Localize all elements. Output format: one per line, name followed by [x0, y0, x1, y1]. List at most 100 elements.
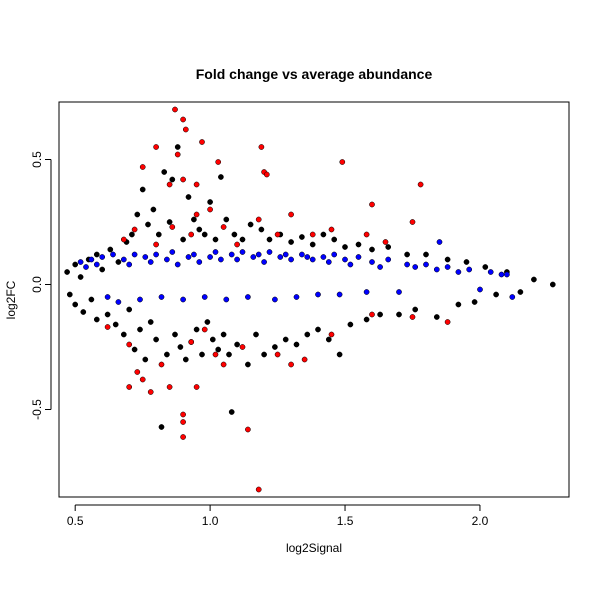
- data-point: [172, 331, 178, 338]
- data-point: [166, 384, 173, 390]
- data-point: [212, 351, 219, 358]
- data-point: [215, 346, 222, 353]
- data-point: [369, 201, 375, 208]
- data-point: [412, 306, 419, 313]
- x-tick-label: 2.0: [472, 514, 489, 528]
- data-point: [234, 241, 240, 248]
- data-point: [147, 319, 154, 325]
- data-point: [282, 251, 289, 258]
- data-point: [64, 269, 70, 275]
- data-point: [255, 216, 262, 223]
- data-point: [385, 256, 392, 263]
- data-point: [191, 251, 197, 258]
- data-point: [239, 249, 246, 255]
- data-point: [263, 171, 270, 178]
- data-point: [309, 231, 316, 238]
- data-point: [325, 336, 332, 343]
- data-point: [412, 264, 419, 270]
- data-point: [139, 376, 146, 383]
- data-point: [180, 411, 186, 418]
- data-point: [193, 211, 200, 218]
- data-point: [320, 231, 327, 238]
- data-point: [272, 344, 278, 350]
- data-point: [99, 266, 106, 273]
- data-point: [226, 351, 232, 358]
- x-axis-title: log2Signal: [286, 541, 342, 555]
- data-point: [261, 351, 267, 358]
- data-point: [212, 249, 219, 255]
- data-point: [185, 194, 192, 200]
- data-point: [180, 296, 186, 303]
- data-point: [115, 259, 122, 265]
- data-point: [250, 254, 257, 260]
- data-point: [466, 266, 473, 273]
- data-point: [88, 256, 95, 263]
- data-points: [64, 106, 556, 493]
- data-point: [396, 311, 402, 318]
- data-point: [255, 486, 262, 493]
- data-point: [258, 144, 265, 150]
- data-point: [169, 224, 176, 230]
- data-point: [363, 316, 370, 323]
- data-point: [255, 251, 262, 258]
- data-point: [215, 159, 222, 165]
- data-point: [164, 256, 170, 263]
- data-point: [153, 336, 159, 343]
- data-point: [247, 221, 254, 228]
- data-point: [436, 239, 443, 245]
- data-point: [433, 266, 440, 273]
- data-point: [363, 289, 370, 295]
- y-tick-label: -0.5: [30, 399, 44, 420]
- data-point: [158, 361, 165, 368]
- data-point: [139, 186, 146, 193]
- data-point: [253, 331, 259, 338]
- data-point: [77, 274, 84, 280]
- data-point: [99, 254, 106, 260]
- y-tick-label: 0.5: [30, 151, 44, 168]
- data-point: [199, 139, 205, 145]
- data-point: [180, 434, 186, 440]
- data-point: [444, 256, 451, 263]
- data-point: [145, 221, 151, 228]
- data-point: [164, 351, 170, 358]
- data-point: [204, 319, 211, 325]
- data-point: [77, 259, 84, 265]
- data-point: [417, 181, 424, 188]
- data-point: [134, 211, 141, 218]
- data-point: [182, 356, 189, 363]
- data-point: [110, 251, 116, 258]
- data-point: [218, 256, 224, 263]
- data-point: [142, 254, 149, 260]
- data-point: [150, 206, 157, 213]
- data-point: [288, 211, 294, 218]
- data-point: [245, 294, 251, 300]
- data-point: [120, 236, 127, 243]
- y-axis: -0.5 0.0 0.5: [30, 151, 52, 420]
- data-point: [223, 296, 230, 303]
- data-point: [455, 269, 462, 275]
- data-point: [112, 321, 119, 328]
- data-point: [304, 331, 311, 338]
- data-point: [180, 236, 186, 243]
- data-point: [126, 261, 133, 268]
- data-point: [155, 231, 162, 238]
- data-point: [169, 176, 176, 183]
- data-point: [193, 384, 200, 390]
- data-point: [80, 309, 87, 315]
- data-point: [355, 241, 362, 248]
- data-point: [83, 264, 89, 270]
- data-point: [126, 341, 133, 348]
- data-point: [174, 261, 181, 268]
- data-point: [266, 236, 273, 243]
- data-point: [134, 369, 141, 375]
- data-point: [131, 251, 138, 258]
- data-point: [188, 231, 195, 238]
- data-point: [201, 294, 208, 300]
- data-point: [404, 261, 410, 268]
- data-point: [182, 126, 189, 133]
- data-point: [309, 241, 316, 248]
- data-point: [147, 389, 154, 395]
- data-point: [172, 106, 178, 113]
- data-point: [142, 356, 149, 363]
- x-tick-label: 1.5: [337, 514, 354, 528]
